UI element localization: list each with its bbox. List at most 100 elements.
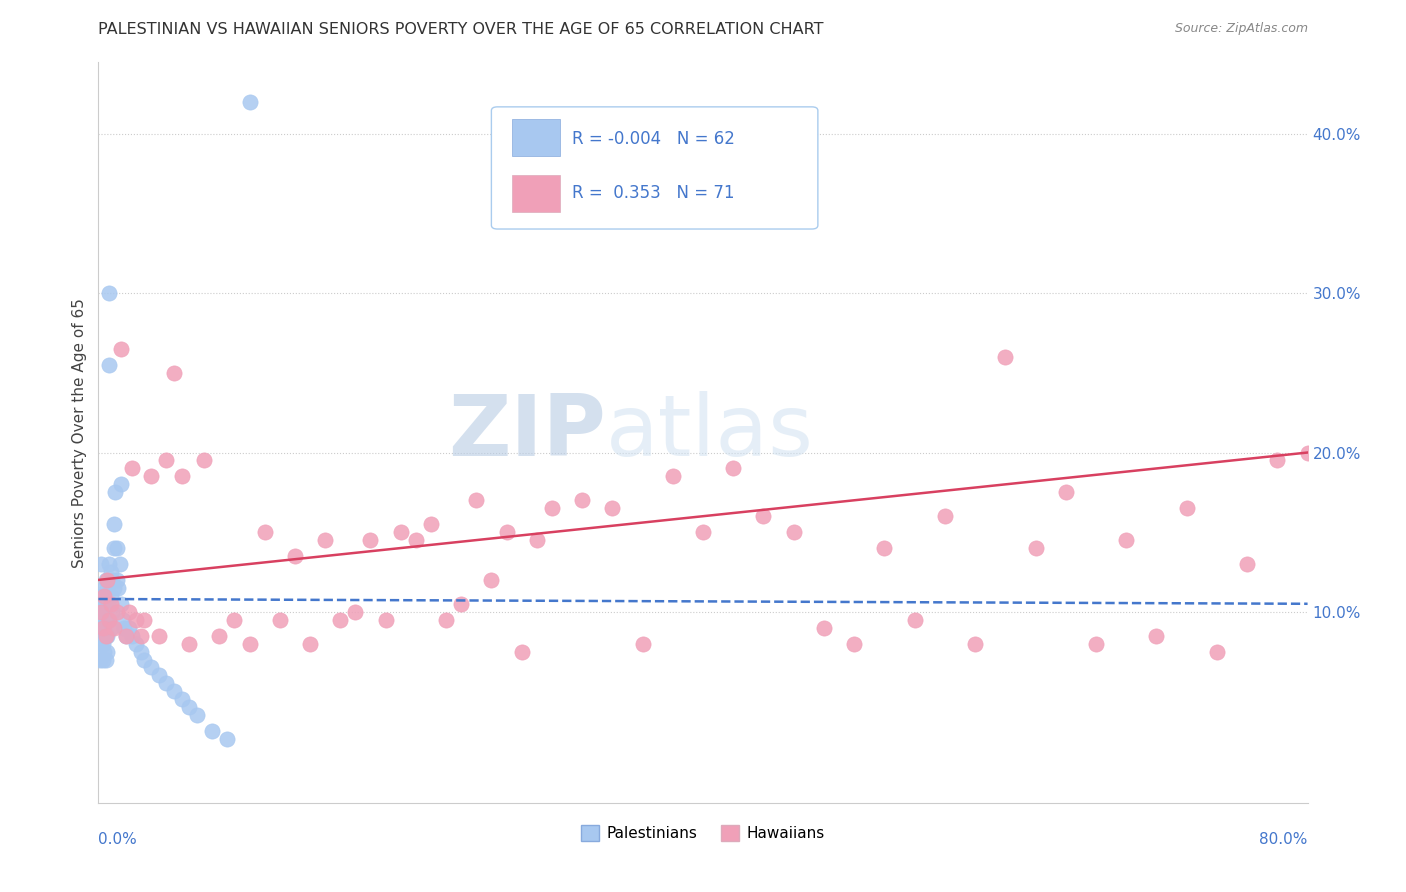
Point: [813, 621, 835, 635]
Point: [111, 613, 134, 627]
Point: [540, 501, 562, 516]
Point: [93, 644, 115, 658]
Point: [110, 342, 132, 356]
Text: PALESTINIAN VS HAWAIIAN SENIORS POVERTY OVER THE AGE OF 65 CORRELATION CHART: PALESTINIAN VS HAWAIIAN SENIORS POVERTY …: [98, 22, 824, 37]
Point: [661, 469, 683, 483]
Point: [360, 533, 382, 547]
Point: [495, 525, 517, 540]
Point: [193, 453, 215, 467]
Point: [269, 613, 291, 627]
Point: [107, 581, 129, 595]
Text: Source: ZipAtlas.com: Source: ZipAtlas.com: [1174, 22, 1308, 36]
Point: [465, 493, 488, 508]
Point: [783, 525, 806, 540]
Point: [329, 613, 352, 627]
Point: [100, 565, 122, 579]
Point: [374, 613, 396, 627]
Point: [105, 541, 128, 555]
Point: [1054, 485, 1077, 500]
Point: [98, 557, 121, 571]
Point: [129, 644, 152, 658]
Point: [141, 469, 163, 483]
Point: [91, 597, 114, 611]
Point: [1296, 445, 1319, 459]
Point: [89, 605, 111, 619]
Point: [118, 605, 141, 619]
Y-axis label: Seniors Poverty Over the Age of 65: Seniors Poverty Over the Age of 65: [72, 298, 87, 567]
Point: [114, 629, 136, 643]
Point: [314, 533, 336, 547]
Point: [94, 629, 117, 643]
Point: [93, 589, 115, 603]
Point: [253, 525, 276, 540]
Point: [844, 637, 866, 651]
Point: [114, 629, 136, 643]
Point: [118, 621, 141, 635]
Point: [96, 597, 118, 611]
Point: [239, 637, 262, 651]
Point: [215, 732, 238, 747]
Point: [723, 461, 745, 475]
Point: [89, 629, 111, 643]
Point: [481, 573, 503, 587]
Point: [100, 589, 122, 603]
Text: atlas: atlas: [606, 391, 814, 475]
Point: [98, 613, 121, 627]
Text: 0.0%: 0.0%: [98, 832, 138, 847]
Point: [96, 613, 118, 627]
Point: [163, 366, 186, 380]
Legend: Palestinians, Hawaiians: Palestinians, Hawaiians: [575, 819, 831, 847]
Point: [571, 493, 593, 508]
Point: [344, 605, 367, 619]
Point: [299, 637, 322, 651]
Point: [1115, 533, 1137, 547]
Point: [179, 700, 201, 714]
Point: [179, 637, 201, 651]
Point: [90, 613, 112, 627]
Point: [125, 637, 148, 651]
Bar: [512, 175, 561, 212]
Point: [631, 637, 654, 651]
Point: [602, 501, 624, 516]
Point: [91, 621, 114, 635]
Point: [121, 629, 143, 643]
Point: [125, 613, 148, 627]
Point: [1175, 501, 1198, 516]
Point: [94, 613, 117, 627]
Point: [1085, 637, 1108, 651]
Point: [93, 581, 115, 595]
Point: [148, 668, 170, 682]
Point: [155, 676, 177, 690]
Point: [389, 525, 412, 540]
Point: [450, 597, 472, 611]
Text: R = -0.004   N = 62: R = -0.004 N = 62: [572, 129, 735, 148]
Point: [103, 581, 125, 595]
Point: [510, 644, 533, 658]
Point: [94, 573, 117, 587]
Point: [98, 358, 121, 372]
Point: [105, 573, 128, 587]
Point: [170, 469, 193, 483]
Point: [1024, 541, 1046, 555]
Point: [141, 660, 163, 674]
Point: [91, 621, 114, 635]
Point: [105, 605, 128, 619]
Point: [89, 652, 111, 666]
Point: [934, 509, 956, 524]
Point: [201, 724, 224, 739]
Point: [121, 461, 143, 475]
Point: [103, 621, 125, 635]
Point: [98, 286, 121, 301]
Point: [101, 605, 124, 619]
Text: R =  0.353   N = 71: R = 0.353 N = 71: [572, 184, 735, 202]
Point: [224, 613, 246, 627]
Point: [434, 613, 457, 627]
Point: [752, 509, 775, 524]
Point: [93, 605, 115, 619]
Point: [96, 581, 118, 595]
Point: [100, 597, 122, 611]
Point: [94, 652, 117, 666]
Point: [904, 613, 927, 627]
Point: [873, 541, 896, 555]
Point: [96, 644, 118, 658]
